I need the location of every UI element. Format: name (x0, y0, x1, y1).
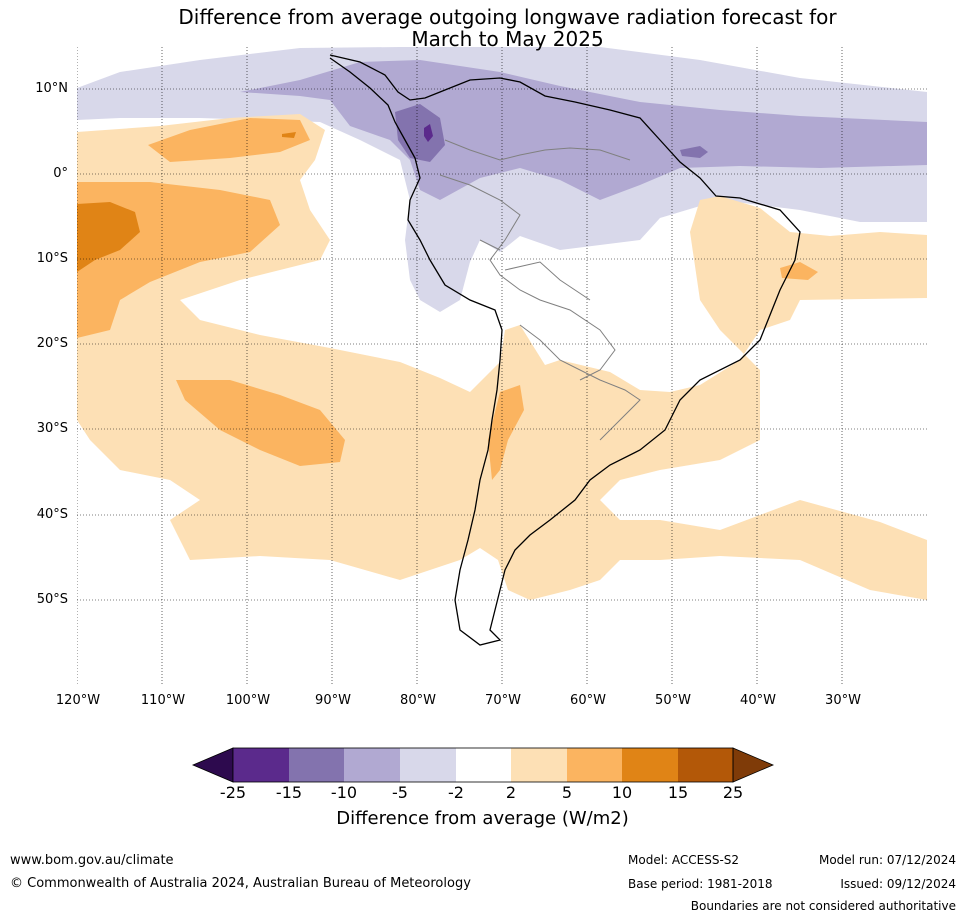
lon-label-70w: 70°W (485, 693, 521, 708)
lat-label-10s: 10°S (36, 251, 68, 266)
footer-copyright: © Commonwealth of Australia 2024, Austra… (10, 876, 471, 891)
lat-label-50s: 50°S (36, 592, 68, 607)
colorbar-tick: -5 (392, 783, 408, 802)
footer-model: Model: ACCESS-S2 (628, 853, 740, 867)
footer-model-run: Model run: 07/12/2024 (818, 853, 956, 867)
map-title-line2: March to May 2025 (411, 27, 604, 51)
colorbar-max-arrow (732, 747, 775, 783)
colorbar-tick: -25 (219, 783, 247, 802)
footer-url: www.bom.gov.au/climate (10, 853, 174, 868)
lon-label-120w: 120°W (55, 693, 101, 708)
colorbar-tick: -10 (330, 783, 358, 802)
colorbar-tick: -15 (275, 783, 303, 802)
colorbar-tick: 10 (611, 783, 633, 802)
lon-label-100w: 100°W (225, 693, 271, 708)
lon-label-80w: 80°W (400, 693, 436, 708)
anomaly-orange-pacific-3 (176, 380, 345, 466)
anomaly-dark-orange-pacific (77, 202, 140, 272)
colorbar-title: Difference from average (W/m2) (336, 808, 629, 829)
colorbar-tick: -2 (448, 783, 464, 802)
colorbar-swatch-6 (511, 748, 567, 782)
lon-label-90w: 90°W (315, 693, 351, 708)
lat-label-20s: 20°S (36, 336, 68, 351)
colorbar (191, 747, 775, 783)
anomaly-medium-purple (240, 60, 927, 200)
anomaly-deep-purple (424, 124, 433, 142)
colorbar-swatch-7 (567, 748, 622, 782)
colorbar-swatch-4 (400, 748, 456, 782)
colorbar-tick: 15 (667, 783, 689, 802)
colorbar-tick: 25 (722, 783, 744, 802)
lon-label-40w: 40°W (740, 693, 776, 708)
lat-label-10n: 10°N (35, 81, 68, 96)
colorbar-swatch-5 (456, 748, 511, 782)
footer-base-period: Base period: 1981-2018 (628, 877, 773, 891)
graticule (77, 47, 927, 685)
anomaly-orange-brazil (780, 262, 818, 280)
colorbar-swatch-8 (622, 748, 678, 782)
colorbar-swatch-1 (233, 748, 289, 782)
anomaly-orange-pacific-1 (148, 118, 310, 162)
map-title-line1: Difference from average outgoing longwav… (178, 5, 837, 29)
colorbar-swatch-2 (289, 748, 344, 782)
lat-label-30s: 30°S (36, 421, 68, 436)
colorbar-tick: 2 (505, 783, 517, 802)
anomaly-dark-orange-spot (282, 132, 296, 138)
footer-issued: Issued: 09/12/2024 (840, 877, 956, 891)
anomaly-dark-purple (395, 104, 445, 162)
lon-label-60w: 60°W (570, 693, 606, 708)
lon-label-30w: 30°W (825, 693, 861, 708)
colorbar-tick: 5 (561, 783, 573, 802)
colorbar-swatch-9 (678, 748, 733, 782)
lon-label-110w: 110°W (140, 693, 186, 708)
colorbar-swatch-3 (344, 748, 400, 782)
continent-outline (329, 54, 801, 646)
lat-label-40s: 40°S (36, 507, 68, 522)
lat-label-0: 0° (53, 166, 68, 181)
anomaly-orange-andes (488, 385, 524, 480)
footer-disclaimer: Boundaries are not considered authoritat… (690, 899, 956, 913)
country-borders (439, 139, 641, 441)
anomaly-dark-purple-2 (680, 146, 708, 158)
lon-label-50w: 50°W (655, 693, 691, 708)
colorbar-min-arrow (191, 747, 234, 783)
